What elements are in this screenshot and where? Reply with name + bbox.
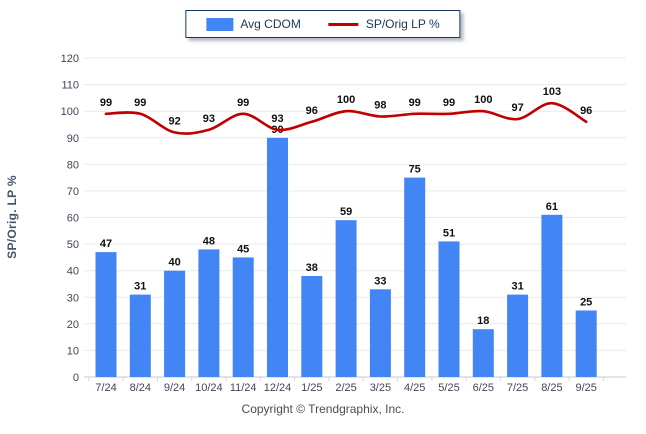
line-value-label: 93 bbox=[271, 113, 283, 125]
bar bbox=[472, 329, 494, 377]
bar-value-label: 47 bbox=[100, 238, 112, 250]
y-tick-label: 120 bbox=[61, 53, 79, 65]
y-tick-label: 110 bbox=[61, 80, 79, 92]
copyright-text: Copyright © Trendgraphix, Inc. bbox=[241, 402, 405, 416]
y-tick-label: 0 bbox=[73, 372, 79, 384]
bar-value-label: 48 bbox=[203, 235, 215, 247]
bar-value-label: 31 bbox=[511, 281, 523, 293]
bar-value-label: 31 bbox=[134, 281, 146, 293]
line-value-label: 97 bbox=[511, 102, 523, 114]
line-value-label: 93 bbox=[203, 113, 215, 125]
x-tick-label: 5/25 bbox=[438, 382, 459, 394]
line-value-label: 103 bbox=[543, 86, 561, 98]
line-value-label: 96 bbox=[580, 105, 592, 117]
x-tick-label: 7/24 bbox=[95, 382, 116, 394]
line-value-label: 92 bbox=[168, 115, 180, 127]
bar-value-label: 51 bbox=[443, 227, 455, 239]
x-tick-label: 6/25 bbox=[473, 382, 494, 394]
bar bbox=[267, 137, 288, 377]
bar-value-label: 61 bbox=[546, 201, 558, 213]
x-tick-label: 7/25 bbox=[507, 382, 528, 394]
x-tick-label: 1/25 bbox=[301, 382, 322, 394]
bar-value-label: 38 bbox=[306, 262, 318, 274]
bar bbox=[301, 276, 323, 377]
bar-value-label: 59 bbox=[340, 206, 352, 218]
legend-item-sp-orig-lp: SP/Orig LP % bbox=[328, 17, 440, 31]
bar-value-label: 25 bbox=[580, 297, 592, 309]
bar bbox=[95, 252, 117, 377]
y-tick-label: 40 bbox=[67, 266, 79, 278]
x-tick-label: 9/25 bbox=[575, 382, 596, 394]
line-value-label: 96 bbox=[306, 105, 318, 117]
legend-item-avg-cdom: Avg CDOM bbox=[206, 17, 301, 31]
line-value-label: 99 bbox=[443, 97, 455, 109]
x-tick-label: 4/25 bbox=[404, 382, 425, 394]
line-value-label: 99 bbox=[237, 97, 249, 109]
bar bbox=[164, 270, 186, 377]
line-value-label: 99 bbox=[100, 97, 112, 109]
line-value-label: 100 bbox=[337, 94, 355, 106]
y-tick-label: 30 bbox=[67, 292, 79, 304]
x-tick-label: 3/25 bbox=[370, 382, 391, 394]
bar bbox=[575, 310, 597, 377]
bar bbox=[232, 257, 254, 377]
x-tick-label: 9/24 bbox=[164, 382, 185, 394]
bar bbox=[507, 294, 529, 377]
legend-label-avg-cdom: Avg CDOM bbox=[240, 17, 301, 31]
line-value-label: 99 bbox=[134, 97, 146, 109]
y-tick-label: 60 bbox=[67, 213, 79, 225]
x-tick-label: 10/24 bbox=[195, 382, 223, 394]
bar-value-label: 75 bbox=[409, 164, 421, 176]
bar bbox=[438, 241, 460, 377]
bar-value-label: 33 bbox=[374, 275, 386, 287]
y-tick-label: 80 bbox=[67, 159, 79, 171]
bar bbox=[198, 249, 220, 377]
y-tick-label: 10 bbox=[67, 345, 79, 357]
bar-value-label: 18 bbox=[477, 315, 489, 327]
x-tick-label: 11/24 bbox=[230, 382, 257, 394]
x-tick-label: 8/24 bbox=[130, 382, 151, 394]
line-series-swatch bbox=[328, 22, 359, 26]
bar bbox=[404, 177, 426, 377]
y-tick-label: 100 bbox=[61, 106, 79, 118]
line-value-label: 99 bbox=[409, 97, 421, 109]
y-tick-label: 20 bbox=[67, 319, 79, 331]
bar-value-label: 40 bbox=[168, 257, 180, 269]
bar bbox=[369, 289, 391, 377]
bar bbox=[129, 294, 151, 377]
x-tick-label: 2/25 bbox=[335, 382, 356, 394]
chart-legend: Avg CDOM SP/Orig LP % bbox=[185, 10, 461, 38]
x-tick-label: 12/24 bbox=[264, 382, 292, 394]
y-tick-label: 70 bbox=[67, 186, 79, 198]
bar-series-swatch bbox=[206, 17, 234, 31]
y-tick-label: 90 bbox=[67, 133, 79, 145]
bar bbox=[335, 220, 357, 377]
trend-line bbox=[104, 101, 588, 135]
legend-label-sp-orig-lp: SP/Orig LP % bbox=[365, 17, 440, 31]
bar-value-label: 45 bbox=[237, 243, 249, 255]
line-value-label: 98 bbox=[374, 100, 386, 112]
bar bbox=[541, 214, 563, 377]
line-value-label: 100 bbox=[474, 94, 492, 106]
x-tick-label: 8/25 bbox=[541, 382, 562, 394]
y-tick-label: 50 bbox=[67, 239, 79, 251]
y-axis-title: SP/Orig. LP % bbox=[5, 175, 19, 259]
